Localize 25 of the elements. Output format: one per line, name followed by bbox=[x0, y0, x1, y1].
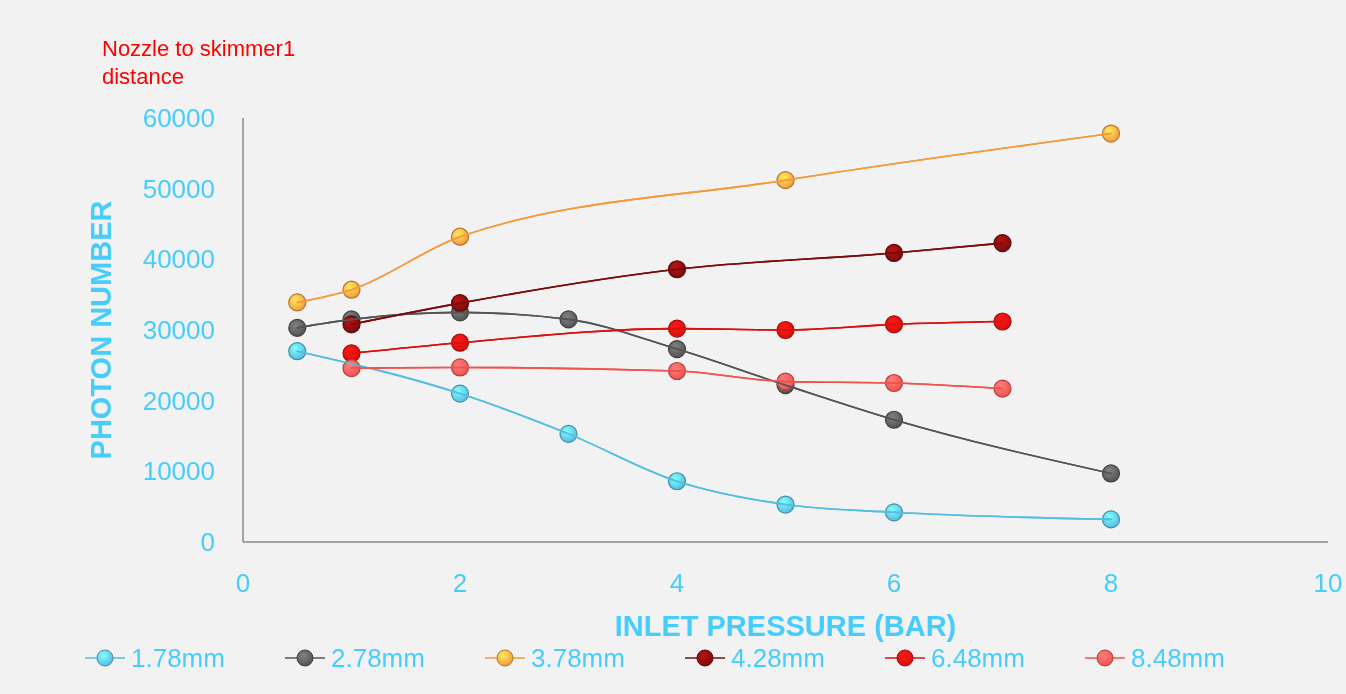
x-tick-label: 10 bbox=[1313, 568, 1343, 598]
x-tick-label: 4 bbox=[669, 568, 685, 598]
point bbox=[993, 233, 1012, 253]
y-tick-label: 0 bbox=[200, 527, 215, 558]
x-tick-label: 0 bbox=[235, 568, 251, 598]
legend-label: 8.48mm bbox=[1131, 643, 1225, 674]
point bbox=[288, 318, 307, 337]
legend-label: 1.78mm bbox=[131, 643, 225, 674]
x-tick-label: 8 bbox=[1103, 568, 1119, 598]
legend-label: 3.78mm bbox=[531, 643, 625, 674]
y-axis-title: PHOTON NUMBER bbox=[85, 200, 117, 460]
y-tick-label: 30000 bbox=[142, 315, 215, 346]
chart-title: Nozzle to skimmer1 distance bbox=[102, 36, 296, 89]
y-tick-label: 40000 bbox=[142, 244, 215, 275]
legend-label: 4.28mm bbox=[731, 643, 825, 674]
y-tick-label: 50000 bbox=[142, 173, 215, 204]
legend-label: 6.48mm bbox=[931, 643, 1025, 674]
point bbox=[1101, 464, 1121, 483]
x-tick-label: 6 bbox=[886, 568, 902, 598]
legend-label: 2.78mm bbox=[331, 643, 425, 674]
x-axis-title: INLET PRESSURE (BAR) bbox=[614, 610, 957, 642]
y-tick-label: 60000 bbox=[142, 103, 215, 134]
y-tick-label: 20000 bbox=[142, 385, 215, 416]
y-tick-label: 10000 bbox=[142, 456, 215, 487]
x-tick-label: 2 bbox=[452, 568, 468, 598]
